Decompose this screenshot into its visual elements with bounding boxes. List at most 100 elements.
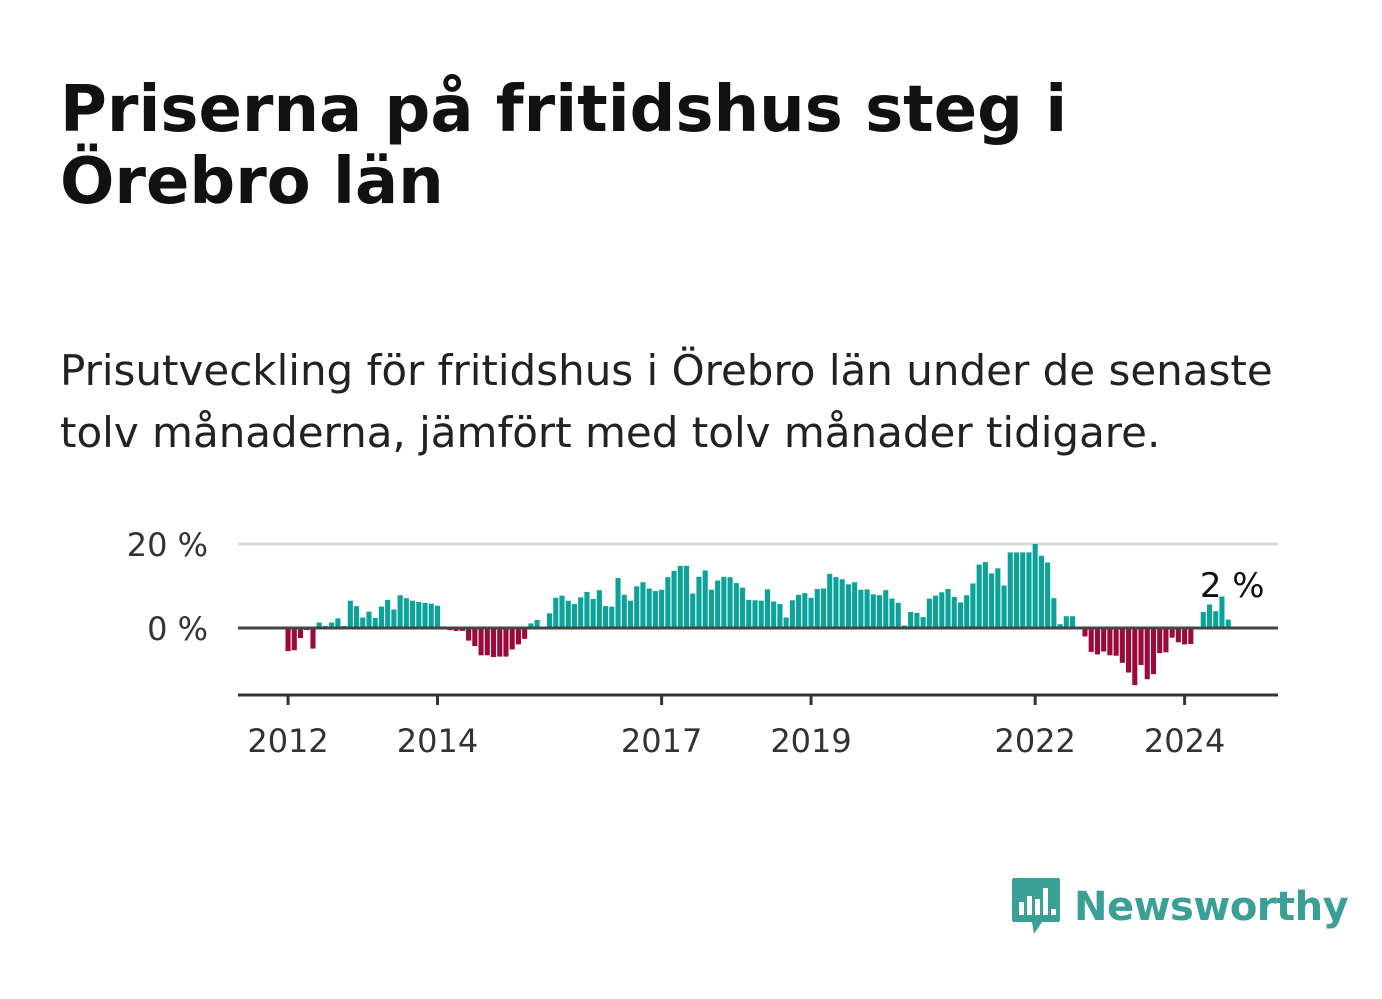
x-tick-label: 2022: [994, 722, 1075, 760]
bar: [740, 587, 746, 628]
bar: [297, 628, 304, 639]
bar: [771, 601, 777, 628]
bar: [1169, 628, 1175, 638]
bar: [1113, 628, 1119, 656]
bar: [571, 604, 578, 628]
bar: [864, 589, 870, 628]
bar: [1225, 619, 1231, 628]
bar: [621, 594, 627, 628]
bar: [708, 589, 714, 628]
bar: [677, 565, 683, 628]
bar: [1126, 628, 1132, 673]
bar: [1045, 562, 1051, 628]
bar: [683, 565, 690, 628]
bar: [1001, 585, 1007, 628]
bar: [397, 595, 403, 628]
bar: [1119, 628, 1125, 663]
bar: [391, 609, 397, 628]
bar: [833, 577, 839, 628]
chat-bubble-chart-icon: [1012, 878, 1060, 934]
chart-subtitle: Prisutveckling för fritidshus i Örebro l…: [60, 346, 1273, 457]
bar: [802, 593, 808, 628]
bar: [746, 599, 752, 628]
bar: [310, 628, 316, 649]
bar: [403, 598, 409, 628]
bar: [1188, 628, 1194, 644]
bar: [758, 600, 764, 628]
bar: [733, 583, 739, 628]
bar: [640, 582, 646, 628]
bar: [534, 620, 540, 628]
bar: [416, 601, 422, 628]
bar: [522, 628, 528, 639]
bar: [1057, 624, 1063, 628]
bar: [764, 589, 771, 628]
bar: [528, 623, 534, 628]
bar: [366, 611, 372, 628]
bar: [1101, 628, 1107, 652]
bar: [715, 580, 721, 628]
bar: [559, 595, 565, 628]
bar: [1020, 552, 1026, 628]
bars: [285, 544, 1231, 686]
bar: [335, 618, 341, 628]
bar: [497, 628, 503, 657]
bar: [584, 591, 590, 628]
bar: [876, 595, 883, 628]
bar: [839, 579, 845, 628]
bar: [291, 628, 297, 651]
x-tick-label: 2017: [621, 722, 702, 760]
bar: [827, 573, 833, 628]
bar-chart: 0 % 20 % 2012 2014 2017 2019 2022 2024 2 %: [127, 526, 1278, 760]
bar: [1144, 628, 1150, 680]
bar: [466, 628, 472, 641]
bar: [553, 597, 559, 628]
bar: [752, 600, 758, 628]
bar: [820, 588, 827, 628]
bar: [360, 617, 366, 628]
bar: [428, 603, 434, 628]
bar: [690, 593, 696, 628]
brand-name: Newsworthy: [1074, 884, 1349, 930]
bar: [889, 598, 895, 628]
bar: [933, 595, 939, 628]
bar: [789, 600, 795, 628]
bar: [982, 562, 988, 628]
newsworthy-logo: Newsworthy: [1010, 876, 1349, 938]
bar: [845, 584, 851, 628]
bar: [964, 595, 970, 628]
bar: [783, 617, 789, 628]
bar: [995, 568, 1001, 628]
bar: [634, 586, 640, 628]
bar: [883, 590, 889, 628]
bar: [858, 589, 864, 628]
bar: [1163, 628, 1169, 653]
bar: [870, 594, 876, 628]
bar: [385, 599, 391, 628]
bar: [671, 570, 677, 628]
bar: [895, 602, 901, 628]
bar: [814, 588, 820, 628]
bar: [659, 589, 665, 628]
bar: [590, 599, 596, 628]
bar: [434, 605, 441, 628]
bar: [484, 628, 490, 656]
bar: [702, 570, 708, 628]
bar: [926, 598, 932, 628]
bar: [721, 576, 727, 628]
last-value-label: 2 %: [1200, 566, 1265, 606]
bar: [509, 628, 515, 650]
bar: [1206, 604, 1213, 628]
bar: [908, 612, 914, 628]
bar: [353, 606, 360, 628]
bar: [646, 588, 652, 628]
bar: [472, 628, 478, 647]
bar: [957, 602, 964, 628]
bar: [546, 613, 553, 628]
bar: [665, 577, 671, 628]
x-tick-label: 2024: [1144, 722, 1225, 760]
bar: [378, 606, 385, 628]
labels: 0 % 20 % 2012 2014 2017 2019 2022 2024 2 %: [127, 526, 1265, 760]
bar: [627, 600, 634, 628]
bar: [1213, 611, 1219, 628]
